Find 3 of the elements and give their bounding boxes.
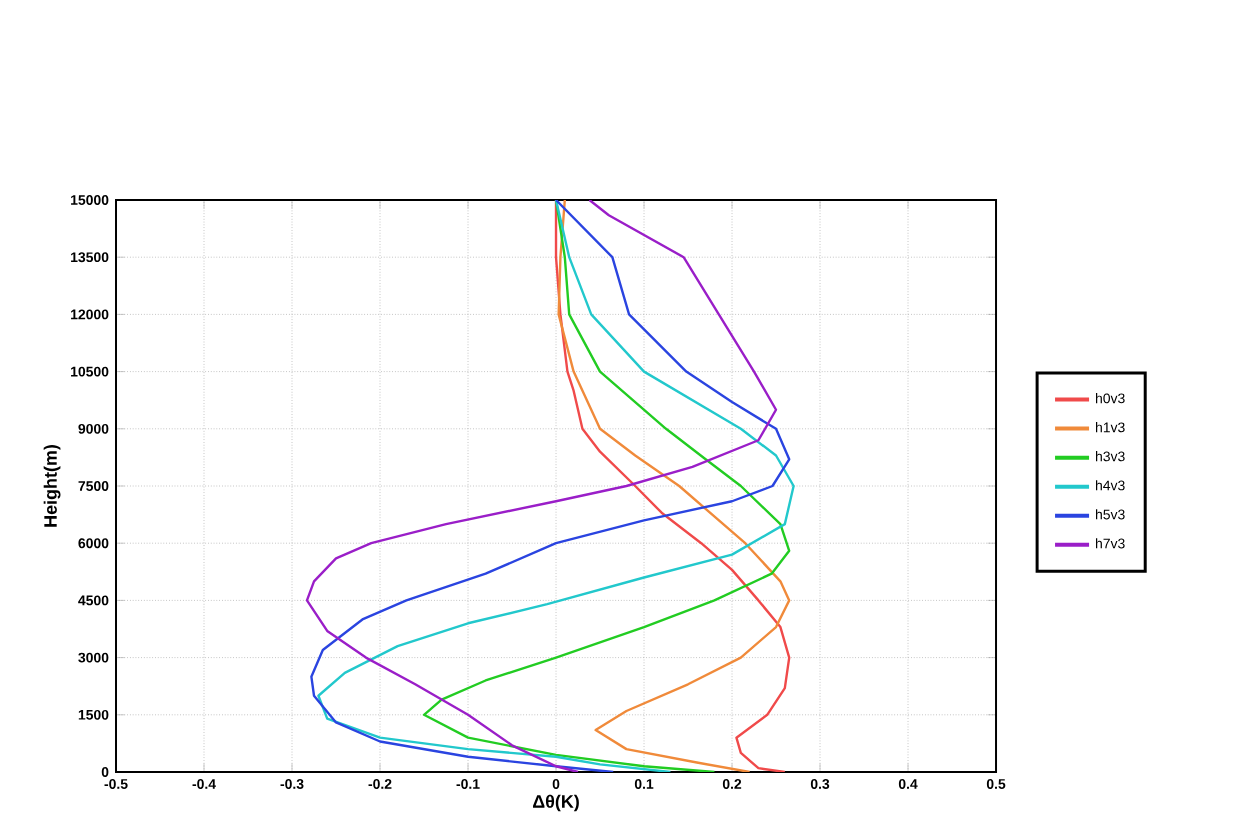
x-axis-title: Δθ(K)	[533, 794, 579, 812]
line-series	[422, 200, 791, 772]
y-axis-title: Height(m)	[43, 445, 61, 527]
